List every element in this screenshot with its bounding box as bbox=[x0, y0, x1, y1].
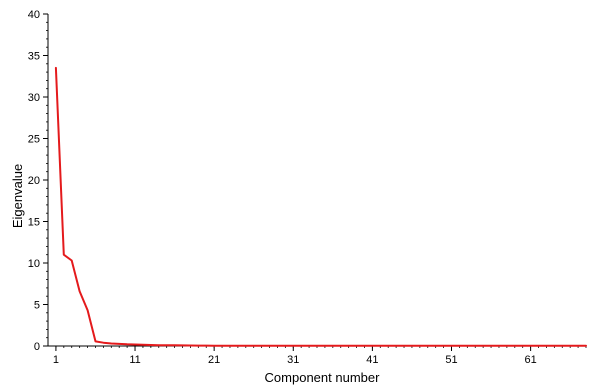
series-layer bbox=[54, 66, 587, 347]
y-tick-label: 25 bbox=[28, 134, 40, 146]
y-axis-label: Eigenvalue bbox=[10, 164, 25, 228]
x-axis: 1 11 21 31 41 51 61 bbox=[48, 345, 587, 366]
y-tick-label: 15 bbox=[28, 217, 40, 229]
x-axis-label: Component number bbox=[265, 370, 381, 385]
x-tick-label: 61 bbox=[524, 354, 536, 366]
x-tick-label: 41 bbox=[366, 354, 378, 366]
x-tick-label: 11 bbox=[129, 354, 140, 366]
y-tick-label: 0 bbox=[34, 341, 40, 353]
x-tick-label: 31 bbox=[287, 354, 299, 366]
y-axis: 0 5 10 15 20 25 30 35 40 bbox=[28, 9, 49, 353]
y-tick-label: 10 bbox=[28, 258, 40, 270]
y-tick-label: 40 bbox=[28, 9, 40, 21]
y-tick-label: 5 bbox=[34, 300, 40, 312]
y-tick-label: 35 bbox=[28, 51, 40, 63]
y-tick-label: 30 bbox=[28, 92, 40, 104]
x-tick-label: 1 bbox=[53, 354, 59, 366]
x-tick-label: 21 bbox=[208, 354, 220, 366]
series-line bbox=[54, 66, 587, 347]
y-tick-label: 20 bbox=[28, 175, 40, 187]
x-tick-label: 51 bbox=[445, 354, 457, 366]
